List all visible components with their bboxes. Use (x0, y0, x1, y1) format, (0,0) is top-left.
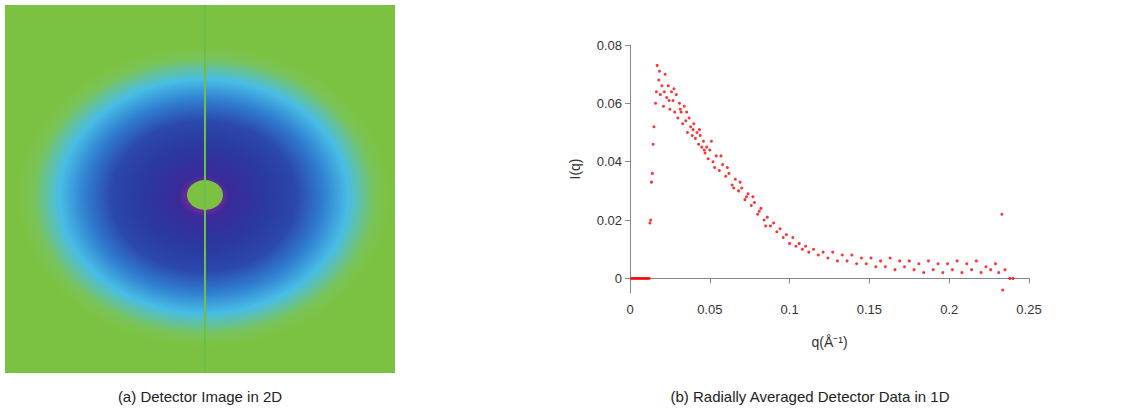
svg-text:0: 0 (615, 271, 622, 286)
svg-text:0.02: 0.02 (597, 213, 622, 228)
html-text:(a) Detector Image in 2D: (a) Detector Image in 2D (117, 388, 283, 405)
svg-text:q(Å⁻¹): q(Å⁻¹) (811, 334, 847, 350)
svg-text:0.06: 0.06 (597, 96, 622, 111)
svg-text:0.05: 0.05 (697, 302, 722, 317)
svg-text:0.04: 0.04 (597, 154, 622, 169)
svg-text:0.15: 0.15 (857, 302, 882, 317)
svg-text:0.08: 0.08 (597, 38, 622, 53)
html-text:(b) Radially Averaged Detector: (b) Radially Averaged Detector Data in 1… (670, 388, 950, 405)
svg-text:0.1: 0.1 (781, 302, 799, 317)
svg-text:I(q): I(q) (567, 159, 583, 180)
svg-text:0.2: 0.2 (940, 302, 958, 317)
svg-text:0: 0 (626, 302, 633, 317)
svg-text:0.25: 0.25 (1016, 302, 1041, 317)
